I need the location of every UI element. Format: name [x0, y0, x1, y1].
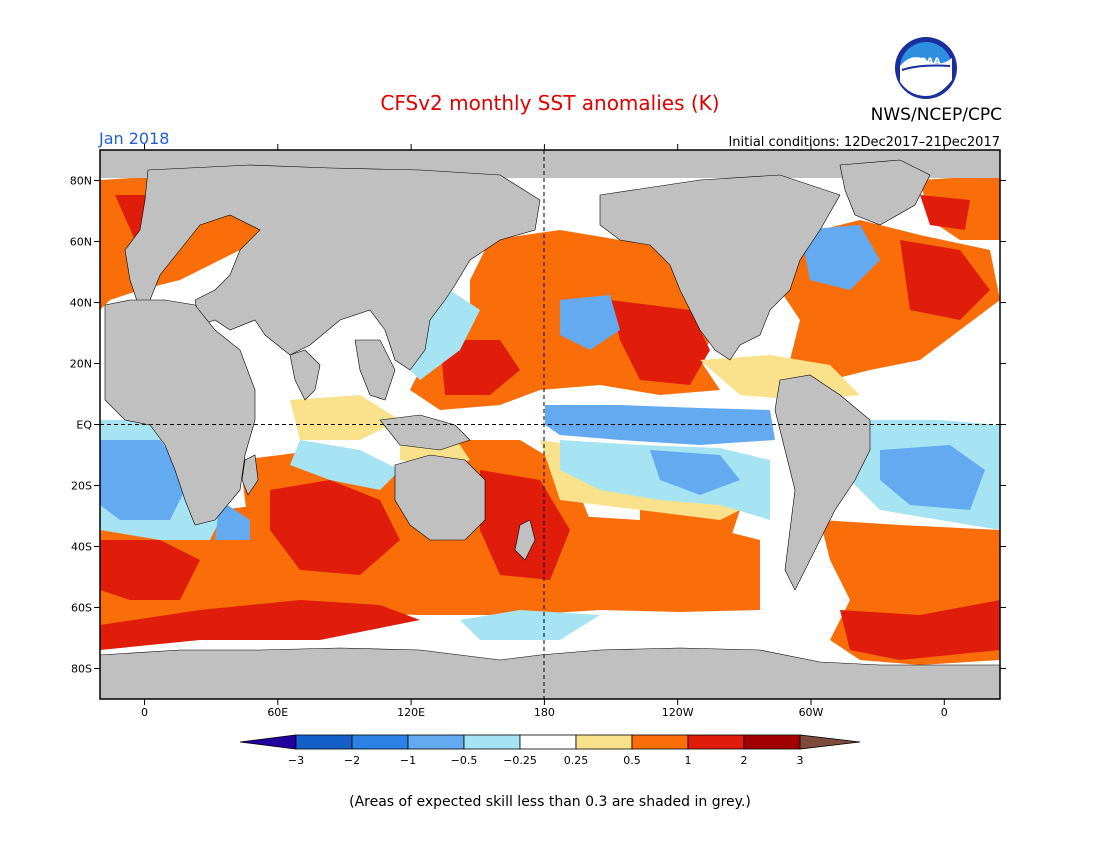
landmass-southeast-asia	[354, 339, 396, 401]
legend-swatch	[295, 734, 353, 750]
landmass-eurasia	[124, 164, 541, 371]
legend-label: 2	[741, 754, 748, 767]
landmass-south-america	[774, 374, 871, 591]
landmass-madagascar	[241, 454, 259, 496]
antarctica	[100, 647, 1000, 699]
legend-arrow-high	[799, 734, 861, 750]
legend-label: −0.25	[503, 754, 537, 767]
legend-swatch	[519, 734, 577, 750]
landmass-india	[289, 349, 321, 401]
lon-label: 60E	[267, 706, 288, 719]
legend-swatch	[351, 734, 409, 750]
legend-swatch	[407, 734, 465, 750]
footnote: (Areas of expected skill less than 0.3 a…	[349, 794, 751, 810]
legend-swatch	[575, 734, 633, 750]
noaa-logo: NOAA	[895, 37, 957, 99]
lon-label: 0	[141, 706, 148, 719]
lat-label: 40N	[70, 297, 92, 310]
landmass-new-zealand	[514, 519, 536, 561]
agency-label: NWS/NCEP/CPC	[871, 105, 1002, 125]
color-legend: −3 −2 −1 −0.5 −0.25 0.25 0.5 1 2 3	[239, 734, 861, 767]
map-title: CFSv2 monthly SST anomalies (K)	[380, 91, 719, 115]
noaa-logo-text: NOAA	[912, 57, 941, 67]
legend-label: 0.25	[564, 754, 589, 767]
legend-label: −2	[344, 754, 360, 767]
lat-label: 20S	[71, 480, 92, 493]
initial-conditions-label: Initial conditions: 12Dec2017–21Dec2017	[728, 135, 1000, 150]
lon-label: 120E	[397, 706, 425, 719]
legend-label: −0.5	[451, 754, 478, 767]
lon-label: 60W	[799, 706, 824, 719]
lon-label: 0	[941, 706, 948, 719]
lat-label: 40S	[71, 541, 92, 554]
map-area	[100, 150, 1000, 699]
longitude-axis: 0 60E 120E 180 120W 60W 0	[141, 144, 948, 719]
lat-label: 60N	[70, 236, 92, 249]
legend-label: −3	[288, 754, 304, 767]
legend-label: 0.5	[623, 754, 641, 767]
legend-label: 3	[797, 754, 804, 767]
landmass-australia	[394, 454, 486, 541]
legend-arrow-low	[239, 734, 297, 750]
cool-anomalies	[100, 225, 1000, 640]
lat-label: EQ	[76, 419, 92, 432]
lat-label: 60S	[71, 602, 92, 615]
legend-swatch	[687, 734, 745, 750]
lat-label: 80N	[70, 175, 92, 188]
legend-swatch	[743, 734, 801, 750]
landmass-greenland	[839, 159, 931, 226]
continents	[104, 159, 931, 591]
lon-label: 120W	[662, 706, 694, 719]
legend-swatch	[463, 734, 521, 750]
legend-swatch	[631, 734, 689, 750]
month-label: Jan 2018	[98, 129, 169, 148]
latitude-axis: 80N 60N 40N 20N EQ 20S 40S 60S 80S	[70, 175, 1006, 676]
lat-label: 80S	[71, 663, 92, 676]
landmass-maritime-continent	[379, 414, 471, 451]
lat-label: 20N	[70, 358, 92, 371]
legend-label: 1	[685, 754, 692, 767]
landmass-north-america	[599, 174, 841, 361]
lon-label: 180	[534, 706, 555, 719]
legend-label: −1	[400, 754, 416, 767]
